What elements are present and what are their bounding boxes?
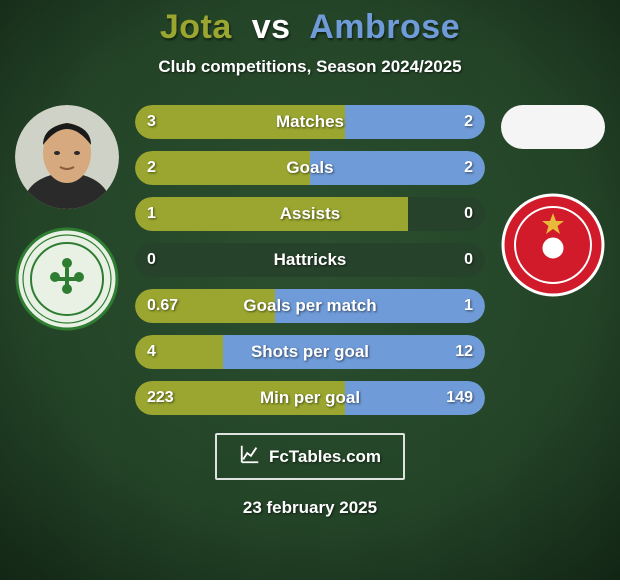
right-side (493, 105, 613, 297)
bar-right-fill (310, 151, 485, 185)
comparison-row: 32Matches 22Goals 10Assists 00Hattricks 0.67… (0, 105, 620, 415)
player1-avatar (15, 105, 119, 209)
title-player1: Jota (160, 8, 232, 46)
player2-club-crest (501, 193, 605, 297)
title: Jota vs Ambrose (160, 8, 460, 47)
bar-left-fill (135, 335, 223, 369)
stat-bar: 412Shots per goal (135, 335, 485, 369)
bar-left-fill (135, 289, 275, 323)
title-player2: Ambrose (309, 8, 460, 46)
brand-badge: FcTables.com (215, 433, 405, 480)
bar-right-fill (275, 289, 485, 323)
bar-left-fill (135, 197, 408, 231)
stat-bars: 32Matches 22Goals 10Assists 00Hattricks 0.67… (135, 105, 485, 415)
chart-icon (239, 443, 261, 470)
content-root: Jota vs Ambrose Club competitions, Seaso… (0, 0, 620, 580)
bar-left-fill (135, 105, 345, 139)
player1-club-crest (15, 227, 119, 331)
stat-bar: 00Hattricks (135, 243, 485, 277)
brand-text: FcTables.com (269, 447, 381, 467)
bar-right-fill (223, 335, 486, 369)
left-side (7, 105, 127, 331)
bar-track (135, 243, 485, 277)
player2-avatar-placeholder (501, 105, 605, 149)
stat-bar: 0.671Goals per match (135, 289, 485, 323)
title-vs: vs (252, 8, 291, 46)
stat-bar: 223149Min per goal (135, 381, 485, 415)
stat-bar: 22Goals (135, 151, 485, 185)
bar-right-fill (345, 105, 485, 139)
date-text: 23 february 2025 (243, 498, 377, 518)
bar-left-fill (135, 151, 310, 185)
stat-bar: 32Matches (135, 105, 485, 139)
subtitle: Club competitions, Season 2024/2025 (158, 57, 461, 77)
bar-left-fill (135, 381, 345, 415)
stat-bar: 10Assists (135, 197, 485, 231)
bar-right-fill (345, 381, 485, 415)
